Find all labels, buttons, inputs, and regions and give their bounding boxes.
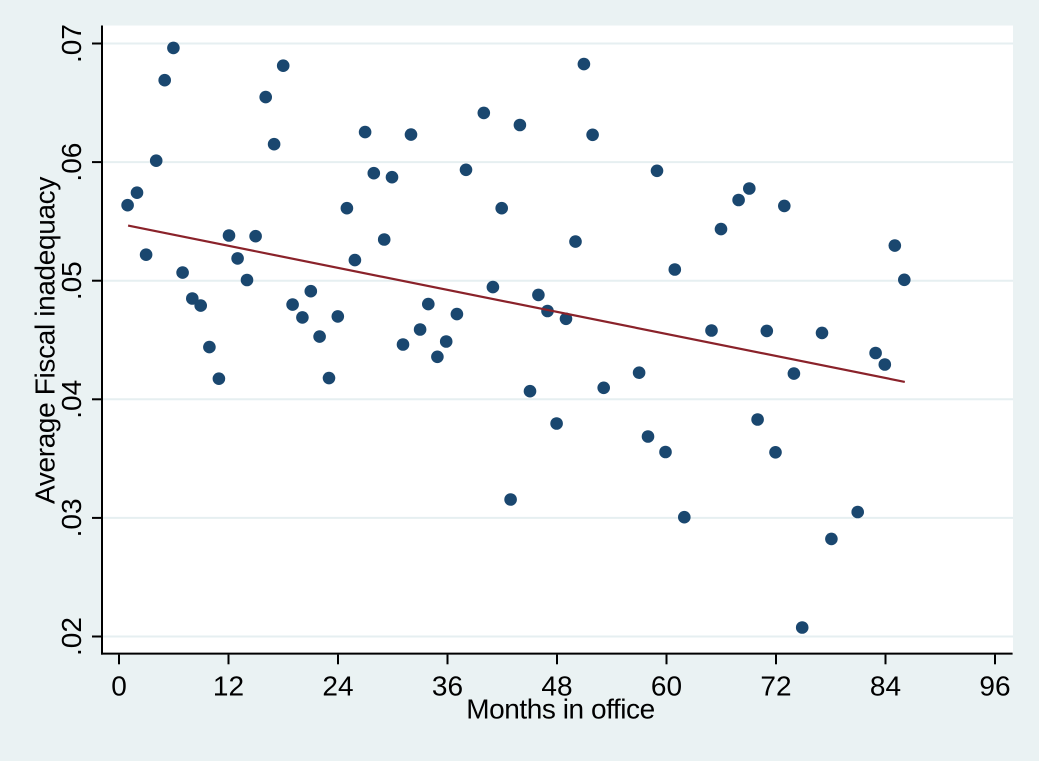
svg-text:84: 84 — [870, 671, 901, 702]
svg-text:60: 60 — [651, 671, 682, 702]
svg-text:Average Fiscal inadequacy: Average Fiscal inadequacy — [30, 177, 61, 504]
svg-text:96: 96 — [979, 671, 1010, 702]
svg-text:36: 36 — [432, 671, 463, 702]
svg-text:12: 12 — [213, 671, 244, 702]
svg-text:72: 72 — [760, 671, 791, 702]
svg-text:.04: .04 — [56, 380, 87, 419]
svg-text:0: 0 — [111, 671, 127, 702]
svg-text:Months in office: Months in office — [466, 694, 654, 725]
svg-text:.07: .07 — [56, 24, 87, 63]
svg-text:24: 24 — [322, 671, 353, 702]
svg-text:.06: .06 — [56, 143, 87, 182]
svg-text:.03: .03 — [56, 498, 87, 537]
svg-text:48: 48 — [541, 671, 572, 702]
svg-text:.02: .02 — [56, 617, 87, 656]
svg-text:.05: .05 — [56, 261, 87, 300]
